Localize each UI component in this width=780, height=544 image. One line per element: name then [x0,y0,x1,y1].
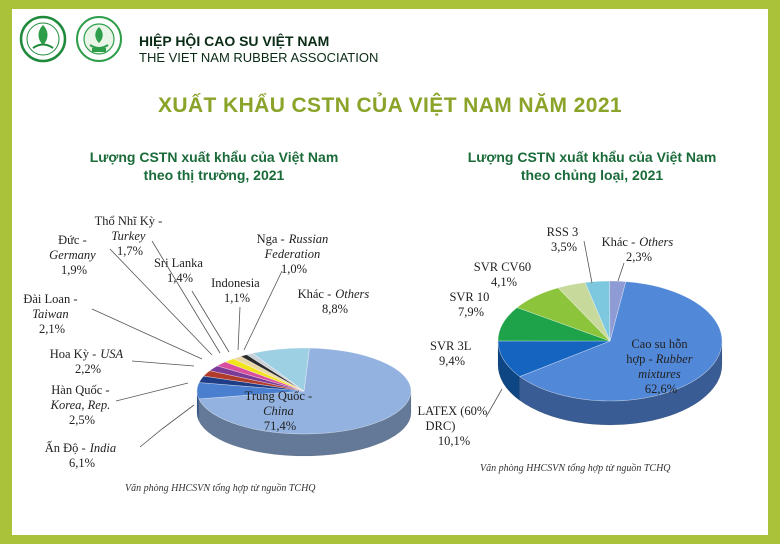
pie1-label-turkey: Thổ Nhĩ Kỳ - Turkey 1,7% [95,214,166,258]
leader-latex [485,388,503,418]
main-title: XUẤT KHẨU CSTN CỦA VIỆT NAM NĂM 2021 [158,94,622,117]
pie2-label-svrcv60: SVR CV60 4,1% [474,260,534,289]
leader-srilanka [191,290,230,353]
pie-chart-market [196,347,412,457]
leader-india [139,404,195,448]
pie1-label-india: Ấn Độ - India 6,1% [45,440,119,470]
pie1-source-note: Văn phòng HHCSVN tổng hợp từ nguồn TCHQ [125,483,316,494]
org-name-en: THE VIET NAM RUBBER ASSOCIATION [139,50,379,65]
pie2-slice-6 [609,280,627,342]
association-seal-logo [75,15,123,63]
leader-others-2 [617,262,625,282]
charts-canvas: Trung Quốc - China 71,4% Ấn Độ - India 6,… [23,214,723,494]
chart1-title-line2: theo thị trường, 2021 [143,167,285,183]
pie2-labels: Cao su hỗn hợp - Rubber mixtures 62,6% L… [418,225,695,474]
pie2-label-rss3: RSS 3 3,5% [547,225,582,254]
pie1-label-indonesia: Indonesia 1,1% [211,276,263,305]
pie1-slice-10 [251,347,310,392]
pie2-label-mixtures: Cao su hỗn hợp - Rubber mixtures 62,6% [626,337,695,396]
slide: HIỆP HỘI CAO SU VIỆT NAM THE VIET NAM RU… [12,9,768,535]
chart2-title: Lượng CSTN xuất khẩu của Việt Nam theo c… [422,148,762,184]
chart1-title: Lượng CSTN xuất khẩu của Việt Nam theo t… [44,148,384,184]
leader-germany [109,248,213,356]
pie1-label-usa: Hoa Kỳ - USA 2,2% [50,347,127,376]
pie1-label-others: Khác - Others 8,8% [298,287,373,316]
leader-taiwan [91,308,203,360]
leader-indonesia [237,306,241,351]
chart1-title-line1: Lượng CSTN xuất khẩu của Việt Nam [89,149,339,165]
pie2-label-others: Khác - Others 2,3% [602,235,677,264]
pie1-slice-0 [198,347,412,435]
pie-chart-type [497,280,723,426]
leader-usa [131,360,195,367]
leader-rss3 [583,240,593,284]
pie1-label-germany: Đức - Germany 1,9% [49,233,99,277]
pie2-label-latex: LATEX (60% DRC) 10,1% [418,404,491,448]
org-name: HIỆP HỘI CAO SU VIỆT NAM [139,33,330,49]
vra-logo [19,15,67,63]
pie2-label-svr3l: SVR 3L 9,4% [430,339,474,368]
pie2-source-note: Văn phòng HHCSVN tổng hợp từ nguồn TCHQ [480,463,671,474]
leader-lines [91,240,625,448]
pie2-slice-0 [519,281,723,402]
pie2-label-svr10: SVR 10 7,9% [449,290,492,319]
pie1-label-korea: Hàn Quốc - Korea, Rep. 2,5% [50,383,114,427]
pie1-label-china: Trung Quốc - China 71,4% [245,389,316,433]
leader-turkey [151,240,221,354]
pie1-label-taiwan: Đài Loan - Taiwan 2,1% [23,292,80,336]
leader-korea [115,382,189,402]
leader-russia [243,270,283,351]
chart2-title-line1: Lượng CSTN xuất khẩu của Việt Nam [467,149,717,165]
pie1-labels: Trung Quốc - China 71,4% Ấn Độ - India 6,… [23,214,373,494]
pie1-label-russia: Nga - Russian Federation 1,0% [257,232,332,276]
chart2-title-line2: theo chủng loại, 2021 [520,167,664,183]
pie1-label-srilanka: Sri Lanka 1,4% [154,256,206,285]
pie2-slice-1 [497,340,611,377]
